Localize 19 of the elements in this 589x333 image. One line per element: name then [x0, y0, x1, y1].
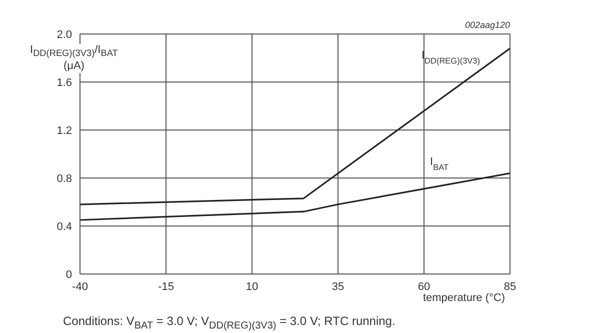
series-label: I$_{BAT}$ — [430, 156, 448, 172]
x-tick-label: 10 — [246, 280, 258, 293]
x-axis-title: temperature (°C) — [422, 292, 505, 304]
y-tick-label: 0.8 — [56, 172, 72, 185]
series-label: I$_{DD(REG)(3V3)}$ — [421, 49, 480, 65]
x-tick-label: 85 — [504, 280, 516, 293]
y-tick-label: 1.6 — [56, 76, 72, 89]
x-tick-label: 60 — [418, 280, 430, 293]
y-tick-label: 0 — [66, 268, 72, 281]
x-tick-label: -15 — [158, 280, 174, 293]
y-tick-label: 1.2 — [56, 124, 72, 137]
x-tick-label: 35 — [332, 280, 344, 293]
text: Conditions: V$_{BAT}$ = 3.0 V; V$_{DD(REG)(3V3)}$ = 3.0 V; RTC running. — [63, 314, 396, 332]
x-tick-label: -40 — [72, 280, 88, 293]
y-tick-label: 0.4 — [56, 220, 72, 233]
text: 002aag120 — [464, 20, 510, 30]
line-series — [80, 172, 510, 221]
text: I$_{DD(REG)(3V3)}$/I$_{BAT}$ (μA) — [30, 44, 118, 72]
y-tick-label: 2.0 — [56, 28, 72, 41]
